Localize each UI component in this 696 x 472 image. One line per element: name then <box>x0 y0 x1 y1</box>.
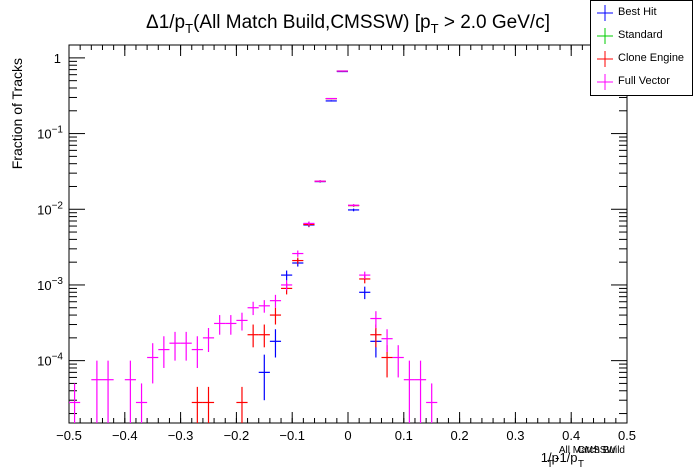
x-tick-label: 0.5 <box>618 428 636 443</box>
series-best-hit <box>258 70 382 401</box>
x-tick-label: −0.3 <box>168 428 194 443</box>
legend-marker-icon <box>597 51 613 67</box>
series-standard <box>303 70 360 227</box>
data-series <box>69 70 438 423</box>
y-tick-label: 10−4 <box>37 352 63 369</box>
x-tick-label: 0.1 <box>395 428 413 443</box>
y-tick-label: 10−1 <box>37 125 63 142</box>
x-axis-ticks: −0.5 −0.4 −0.3 −0.2 −0.1 0 0.1 0.2 0.3 0.4 0.5 <box>56 45 636 443</box>
x-tick-label: −0.4 <box>112 428 138 443</box>
x-tick-label: 0 <box>344 428 351 443</box>
legend-marker-icon <box>597 74 613 90</box>
legend-entry-clone-engine: Clone Engine <box>591 48 692 71</box>
y-axis-label: Fraction of Tracks <box>9 58 25 169</box>
legend: Best Hit Standard Clone Engine Full Vect… <box>590 0 693 96</box>
y-axis-ticks: 1 10−1 10−2 10−3 10−4 <box>37 51 627 415</box>
x-tick-label: 0.4 <box>562 428 580 443</box>
y-tick-label: 10−3 <box>37 276 63 293</box>
y-tick-label: 1 <box>54 51 61 66</box>
series-clone-engine <box>191 70 393 423</box>
chart-title: Δ1/pT(All Match Build,CMSSW) [pT > 2.0 G… <box>146 12 550 36</box>
legend-marker-icon <box>597 28 613 44</box>
y-tick-label: 10−2 <box>37 200 63 217</box>
x-tick-label: −0.2 <box>224 428 250 443</box>
series-full-vector <box>69 70 438 423</box>
legend-entry-standard: Standard <box>591 25 692 48</box>
legend-label: Full Vector <box>618 75 670 87</box>
legend-marker-icon <box>597 5 613 21</box>
legend-entry-full-vector: Full Vector <box>591 71 692 94</box>
legend-label: Clone Engine <box>618 52 685 64</box>
legend-entry-best-hit: Best Hit <box>591 2 692 25</box>
x-tick-label: 0.2 <box>451 428 469 443</box>
legend-label: Best Hit <box>618 6 657 18</box>
x-axis-label: 1/pAll Match Build T -1/pCMSSW T <box>541 445 625 470</box>
x-tick-label: −0.5 <box>56 428 82 443</box>
x-tick-label: −0.1 <box>279 428 305 443</box>
legend-label: Standard <box>618 29 663 41</box>
x-tick-label: 0.3 <box>506 428 524 443</box>
